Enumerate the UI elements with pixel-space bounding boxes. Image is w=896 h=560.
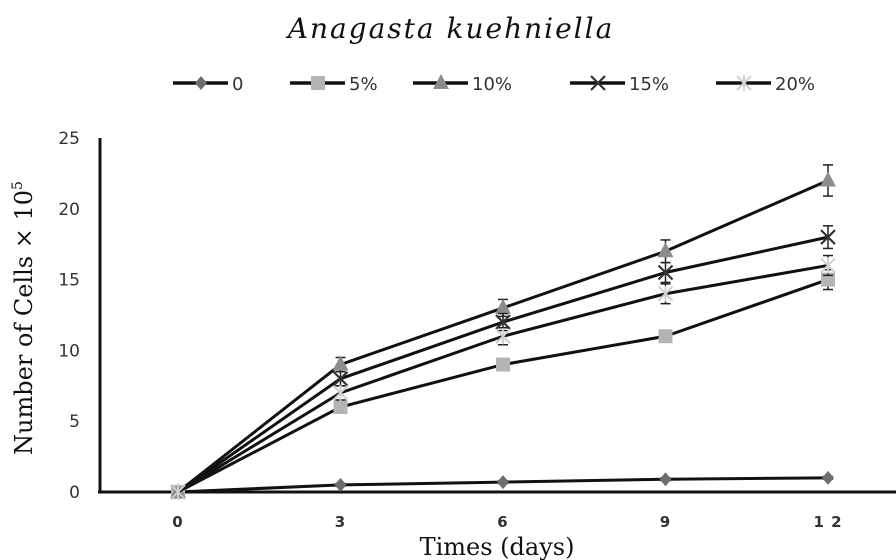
y-tick-label-20: 20 [58,200,80,220]
data-point-3-1 [332,370,349,387]
data-point-1-3 [658,329,673,344]
data-point-1-1 [333,400,348,415]
legend-item-1: 5% [290,74,378,95]
data-point-4-4 [820,257,836,274]
x-tick-label-0: 0 [172,513,183,531]
data-point-0-1 [334,477,347,492]
legend-item-3: 15% [570,74,669,95]
y-tick-label-25: 25 [58,129,80,149]
x-tick-label-3: 9 [660,513,671,531]
data-point-0-2 [497,475,509,490]
data-point-3-1-stroke-b [332,370,349,387]
chart-title: Anagasta kuehniella [285,12,615,45]
legend-label-2: 10% [472,74,512,95]
legend-label-3: 15% [629,74,669,95]
series-2 [170,164,836,498]
data-point-1-2 [496,357,510,372]
data-point-3-2 [495,314,511,330]
data-point-0-3 [659,472,672,487]
legend-label-4: 20% [775,74,815,95]
data-point-4-0 [170,484,186,500]
data-point-3-3-stroke-b [657,264,674,281]
legend-item-2: 10% [413,74,512,95]
series-0 [172,470,834,499]
y-axis-label-text: Number of Cells × 10 [10,190,38,455]
x-tick-label-4: 1 2 [813,513,842,531]
legend-marker-1 [311,76,325,90]
data-point-2-1 [332,355,349,371]
x-tick-labels: 0 3 6 9 1 2 [172,513,842,531]
y-tick-labels: 0 5 10 15 20 25 [58,129,80,503]
y-tick-label-10: 10 [58,341,80,361]
data-point-3-3 [657,264,674,281]
y-tick-label-15: 15 [58,271,80,291]
x-tick-label-2: 6 [497,513,508,531]
data-point-2-3 [657,242,674,258]
data-point-3-4 [820,229,836,245]
data-point-4-2 [495,328,511,345]
legend-marker-2 [433,74,449,89]
x-axis-label: Times (days) [420,533,575,560]
legend-label-1: 5% [349,74,378,95]
y-axis-label: Number of Cells × 105 [10,181,38,455]
data-point-2-4 [820,171,836,187]
legend-item-0: 0 [173,74,243,95]
legend-marker-0 [195,76,207,90]
legend-marker-3 [590,75,606,91]
data-point-0-4 [822,470,834,485]
legend-marker-4 [736,75,752,91]
data-point-3-2-stroke-b [495,314,511,330]
x-axis-label-text: Times (days) [420,533,575,560]
legend-item-4: 20% [716,74,815,95]
y-axis-label-superscript: 5 [10,181,26,190]
series-4 [170,254,836,500]
legend: 0 5% 10% 15% 20% [173,74,815,95]
data-point-4-1 [332,384,349,401]
series-group [170,164,836,500]
data-point-3-4-stroke-b [820,229,836,245]
data-point-4-3 [657,285,674,302]
legend-marker-3-stroke-b [590,75,606,91]
y-tick-label-5: 5 [69,412,80,432]
axes [98,138,896,494]
x-tick-label-1: 3 [335,513,346,531]
legend-label-0: 0 [232,74,243,95]
y-tick-label-0: 0 [69,483,80,503]
data-point-2-2 [495,298,511,314]
